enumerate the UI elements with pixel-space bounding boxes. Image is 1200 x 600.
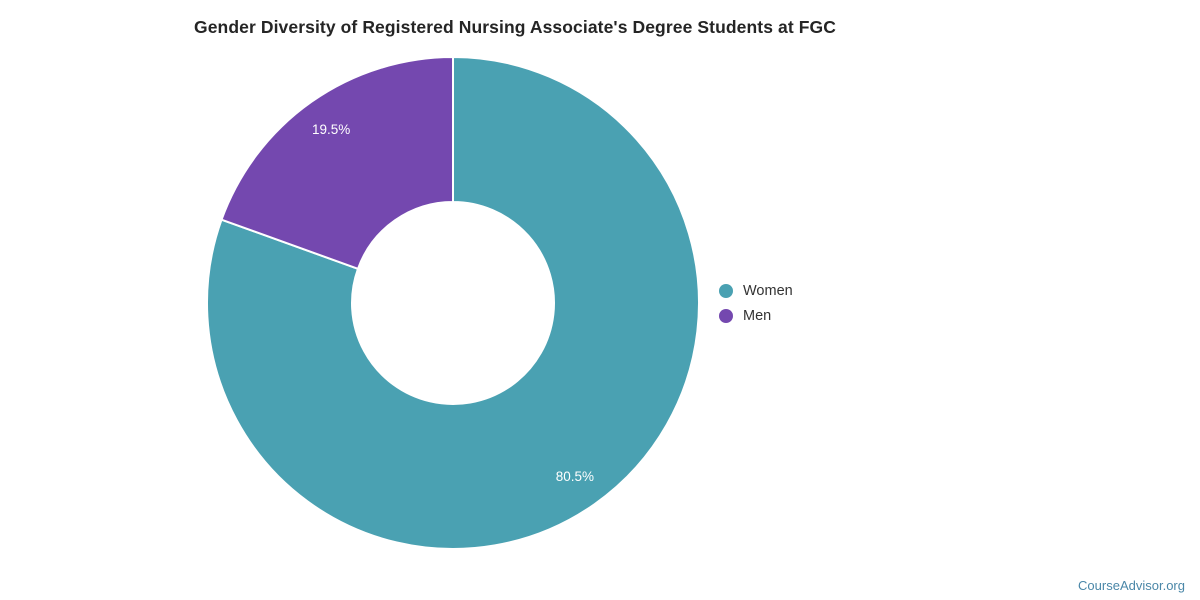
legend-label-men: Men xyxy=(743,307,772,324)
legend: Women Men xyxy=(719,278,793,328)
pie-slice-men[interactable] xyxy=(220,56,454,270)
chart-title: Gender Diversity of Registered Nursing A… xyxy=(194,17,836,37)
slice-label-women: 80.5% xyxy=(556,469,594,484)
pie-slice-women[interactable] xyxy=(206,56,700,550)
legend-item-men[interactable]: Men xyxy=(719,303,793,328)
legend-swatch-women-icon xyxy=(719,283,733,298)
legend-item-women[interactable]: Women xyxy=(719,278,793,303)
slice-label-men: 19.5% xyxy=(312,122,350,137)
slice-labels: 80.5% 19.5% xyxy=(312,122,594,484)
legend-label-women: Women xyxy=(743,282,793,299)
watermark-courseadvisor: CourseAdvisor.org xyxy=(1078,578,1185,593)
donut-slices xyxy=(206,56,700,550)
legend-swatch-men-icon xyxy=(719,308,733,323)
